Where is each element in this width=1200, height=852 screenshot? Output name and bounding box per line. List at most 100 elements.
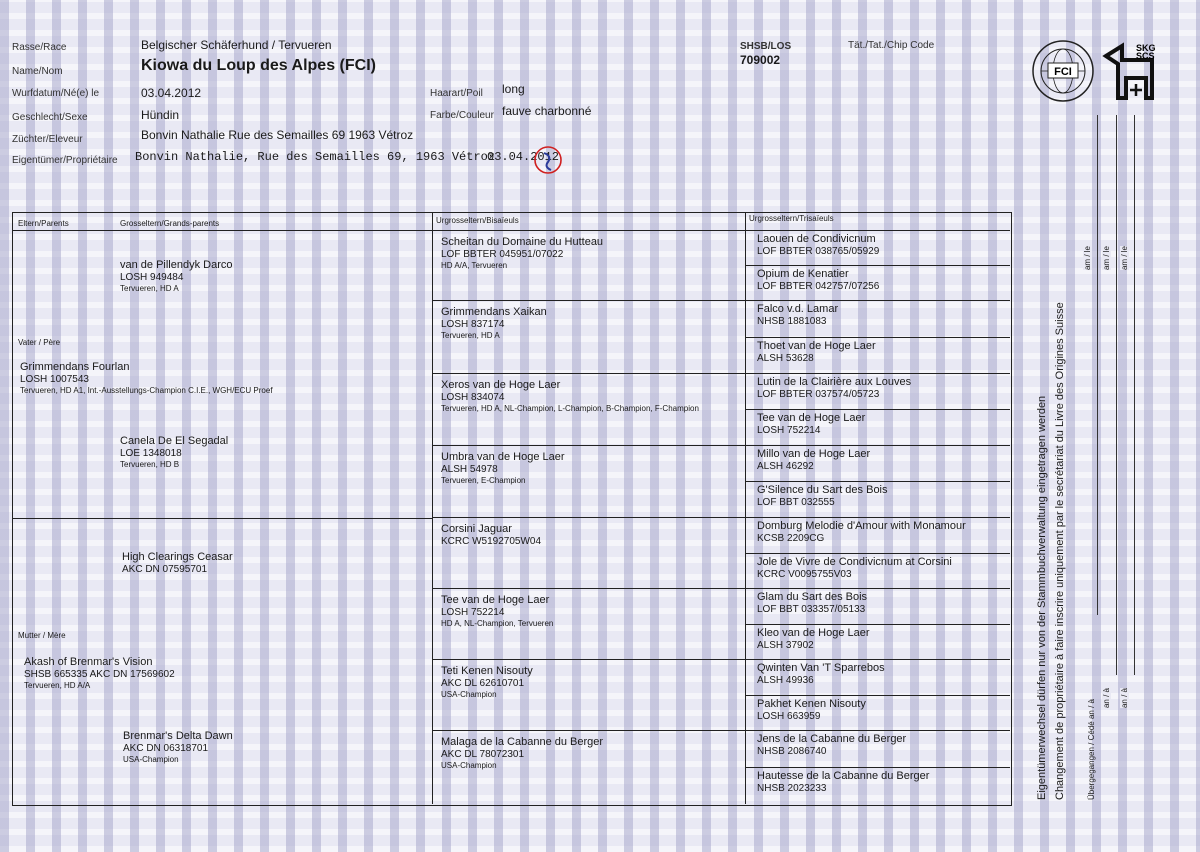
dog-reg: LOF BBTER 042757/07256 (757, 281, 880, 292)
field-value: Bonvin Nathalie Rue des Semailles 69 196… (141, 128, 414, 142)
dog-name: High Clearings Ceasar (122, 551, 233, 563)
dog-name: Tee van de Hoge Laer (441, 594, 550, 606)
field-label: Rasse/Race (12, 42, 67, 53)
dog-note: Tervueren, E-Champion (441, 476, 526, 485)
dog-name: Falco v.d. Lamar (757, 303, 839, 315)
dog-name: Xeros van de Hoge Laer (441, 379, 561, 391)
dog-reg: KCRC W5192705W04 (441, 536, 542, 547)
dog-note: HD A, NL-Champion, Tervueren (441, 619, 554, 628)
dog-reg: LOSH 837174 (441, 319, 505, 330)
dog-name: Opium de Kenatier (757, 268, 849, 280)
field-value: 03.04.2012 (141, 86, 202, 100)
great-great-grandparent: Domburg Melodie d'Amour with Monamour KCS… (757, 520, 966, 545)
dog-name: Jens de la Cabanne du Berger (757, 733, 907, 745)
great-great-grandparent: Pakhet Kenen Nisouty LOSH 663959 (757, 698, 866, 723)
dog-reg: LOSH 663959 (757, 711, 821, 722)
transfer-line-2[interactable] (1116, 115, 1117, 675)
great-great-grandparent: Thoet van de Hoge Laer ALSH 53628 (757, 340, 876, 365)
great-great-grandparent: Laouen de Condivicnum LOF BBTER 038765/05… (757, 233, 879, 258)
pedigree-table (12, 212, 1012, 806)
dog-note: Tervueren, HD A (441, 331, 500, 340)
great-grandparent: Umbra van de Hoge Laer ALSH 54978 Tervuere… (441, 451, 565, 486)
great-great-grandparent: Glam du Sart des Bois LOF BBT 033357/0513… (757, 591, 867, 616)
dog-reg: KCSB 2209CG (757, 533, 825, 544)
chip-code-label: Tät./Tat./Chip Code (848, 40, 935, 51)
header-grandparents: Grosseltern/Grands-parents (120, 219, 220, 228)
dog-name: Scheitan du Domaine du Hutteau (441, 236, 604, 248)
dog-note: USA-Champion (441, 761, 497, 770)
dog-name: Malaga de la Cabanne du Berger (441, 736, 604, 748)
dog-name: Lutin de la Clairière aux Louves (757, 376, 912, 388)
dog-name: Brenmar's Delta Dawn (123, 730, 233, 742)
date-label-3: am / le (1120, 246, 1129, 271)
field-value: Belgischer Schäferhund / Tervueren (141, 38, 332, 52)
dog-note: Tervueren, HD A (120, 284, 179, 293)
ceded-label: Übergegangen / Cédé an / à (1087, 699, 1096, 800)
great-great-grandparent: Tee van de Hoge Laer LOSH 752214 (757, 412, 865, 437)
dog-name: Umbra van de Hoge Laer (441, 451, 565, 463)
great-great-grandparent: Jole de Vivre de Condivicnum at Corsini K… (757, 556, 952, 581)
dog-reg: AKC DL 62610701 (441, 678, 525, 689)
transfer-note-fr: Changement de propriétaire à faire inscr… (1054, 302, 1066, 800)
sire-label: Vater / Père (18, 338, 61, 347)
dog-reg: ALSH 54978 (441, 464, 498, 475)
registry-number: 709002 (740, 53, 781, 67)
great-grandparent: Xeros van de Hoge Laer LOSH 834074 Tervuer… (441, 379, 699, 414)
field-value: Bonvin Nathalie, Rue des Semailles 69, 1… (135, 150, 496, 164)
header-great-grandparents: Urgrosseltern/Bisaïeuls (436, 216, 519, 225)
registry-label: SHSB/LOS (740, 41, 792, 52)
field-value: Hündin (141, 108, 180, 122)
coat-value: long (502, 82, 525, 96)
field-label: Name/Nom (12, 66, 63, 77)
dog-reg: LOSH 834074 (441, 392, 505, 403)
great-great-grandparent: Kleo van de Hoge Laer ALSH 37902 (757, 627, 870, 652)
dam-label: Mutter / Mère (18, 631, 66, 640)
transfer-line-1[interactable] (1097, 115, 1098, 615)
dog-reg: ALSH 46292 (757, 461, 814, 472)
dog-name: G'Silence du Sart des Bois (757, 484, 888, 496)
dog-note: HD A/A, Tervueren (441, 261, 508, 270)
transfer-line-3[interactable] (1134, 115, 1135, 675)
dog-name: Qwinten Van 'T Sparrebos (757, 662, 885, 674)
dog-name: Pakhet Kenen Nisouty (757, 698, 866, 710)
dog-note: USA-Champion (123, 755, 179, 764)
dog-reg: ALSH 37902 (757, 640, 814, 651)
to-label-2: an / à (1102, 688, 1111, 709)
dam: Akash of Brenmar's Vision SHSB 665335 AKC… (24, 656, 175, 690)
color-label: Farbe/Couleur (430, 110, 494, 121)
dog-reg: NHSB 1881083 (757, 316, 827, 327)
great-grandparent: Tee van de Hoge Laer LOSH 752214 HD A, NL-… (441, 594, 553, 629)
transfer-note-de: Eigentümerwechsel dürfen nur von der Sta… (1036, 395, 1048, 800)
great-grandparent: Malaga de la Cabanne du Berger AKC DL 780… (441, 736, 603, 771)
shsb-stamp (534, 146, 562, 174)
field-value: Kiowa du Loup des Alpes (FCI) (141, 57, 376, 74)
great-grandparent: Grimmendans Xaikan LOSH 837174 Tervueren, … (441, 306, 547, 341)
dog-name: Glam du Sart des Bois (757, 591, 868, 603)
dog-reg: NHSB 2086740 (757, 746, 827, 757)
dog-reg: LOF BBT 033357/05133 (757, 604, 866, 615)
dog-reg: LOE 1348018 (120, 448, 182, 459)
dog-name: Millo van de Hoge Laer (757, 448, 871, 460)
header-great-great-grandparents: Urgrosseltern/Trisaïeuls (749, 214, 834, 223)
dog-name: Canela De El Segadal (120, 435, 229, 447)
dog-reg: LOSH 752214 (441, 607, 505, 618)
dog-reg: LOSH 949484 (120, 272, 184, 283)
dog-note: Tervueren, HD B (120, 460, 180, 469)
great-grandparent: Scheitan du Domaine du Hutteau LOF BBTER … (441, 236, 603, 271)
dog-name: Hautesse de la Cabanne du Berger (757, 770, 930, 782)
dog-name: Corsini Jaguar (441, 523, 512, 535)
grandparent: Brenmar's Delta Dawn AKC DN 06318701 USA-C… (123, 730, 233, 765)
great-grandparent: Teti Kenen Nisouty AKC DL 62610701 USA-Cha… (441, 665, 533, 700)
dog-note: USA-Champion (441, 690, 497, 699)
great-grandparent: Corsini Jaguar KCRC W5192705W04 (441, 523, 541, 548)
owner-date: 03.04.2012 (487, 150, 560, 164)
grandparent: High Clearings Ceasar AKC DN 07595701 (122, 551, 233, 576)
dog-reg: LOF BBTER 037574/05723 (757, 389, 880, 400)
dog-name: van de Pillendyk Darco (120, 259, 233, 271)
great-great-grandparent: Hautesse de la Cabanne du Berger NHSB 202… (757, 770, 929, 795)
dog-reg: LOF BBT 032555 (757, 497, 835, 508)
dog-reg: LOF BBTER 045951/07022 (441, 249, 564, 260)
field-label: Eigentümer/Propriétaire (12, 155, 118, 166)
field-label: Geschlecht/Sexe (12, 112, 88, 123)
great-great-grandparent: Opium de Kenatier LOF BBTER 042757/07256 (757, 268, 879, 293)
